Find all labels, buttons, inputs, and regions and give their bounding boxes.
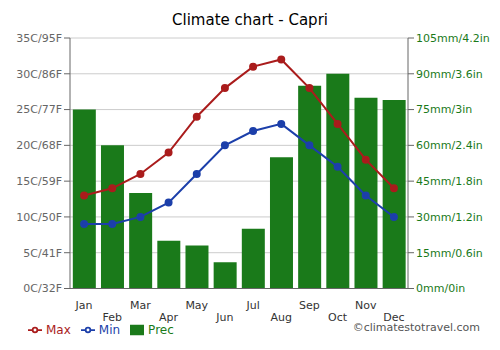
svg-text:35C/95F: 35C/95F xyxy=(16,32,62,45)
svg-text:Apr: Apr xyxy=(159,311,179,324)
html-text:Max: Max xyxy=(46,322,71,337)
svg-text:60mm/2.4in: 60mm/2.4in xyxy=(416,139,483,152)
svg-text:15C/59F: 15C/59F xyxy=(16,175,62,188)
svg-text:20C/68F: 20C/68F xyxy=(16,139,62,152)
svg-text:0mm/0in: 0mm/0in xyxy=(416,282,465,295)
svg-text:Aug: Aug xyxy=(271,311,292,324)
svg-text:Jul: Jul xyxy=(245,299,259,312)
svg-text:Mar: Mar xyxy=(130,299,151,312)
svg-text:May: May xyxy=(185,299,208,312)
svg-text:Nov: Nov xyxy=(355,299,377,312)
svg-text:10C/50F: 10C/50F xyxy=(16,211,62,224)
svg-text:Oct: Oct xyxy=(328,311,348,324)
svg-text:5C/41F: 5C/41F xyxy=(23,247,62,260)
svg-text:45mm/1.8in: 45mm/1.8in xyxy=(416,175,483,188)
html-text:©climatestotravel.com: ©climatestotravel.com xyxy=(352,321,480,334)
svg-text:Jun: Jun xyxy=(215,311,233,324)
svg-text:30C/86F: 30C/86F xyxy=(16,68,62,81)
svg-text:Sep: Sep xyxy=(299,299,320,312)
svg-text:25C/77F: 25C/77F xyxy=(16,103,62,116)
svg-text:90mm/3.6in: 90mm/3.6in xyxy=(416,68,483,81)
html-text:Min: Min xyxy=(98,322,121,337)
svg-text:Jan: Jan xyxy=(75,299,93,312)
html-text:Climate chart - Capri: Climate chart - Capri xyxy=(172,11,328,29)
svg-text:0C/32F: 0C/32F xyxy=(23,282,62,295)
html-text:Prec: Prec xyxy=(148,322,174,337)
svg-text:Feb: Feb xyxy=(103,311,122,324)
svg-text:Dec: Dec xyxy=(383,310,405,324)
svg-text:15mm/0.6in: 15mm/0.6in xyxy=(416,247,483,260)
svg-text:30mm/1.2in: 30mm/1.2in xyxy=(416,211,483,224)
svg-text:105mm/4.2in: 105mm/4.2in xyxy=(416,32,490,45)
svg-text:75mm/3in: 75mm/3in xyxy=(416,103,472,116)
